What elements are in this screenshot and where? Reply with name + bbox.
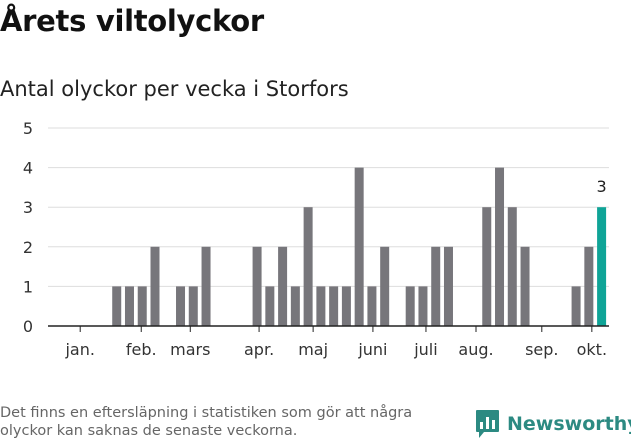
bar	[112, 286, 122, 326]
y-tick-label: 2	[23, 238, 33, 257]
bar	[380, 246, 390, 326]
x-tick-label: sep.	[525, 340, 558, 359]
x-tick-label: juni	[357, 340, 387, 359]
footnote: Det finns en eftersläpning i statistiken…	[0, 405, 413, 439]
bar	[354, 167, 364, 326]
bar	[201, 246, 211, 326]
bar	[405, 286, 415, 326]
x-tick-label: apr.	[244, 340, 274, 359]
bar	[188, 286, 198, 326]
x-tick-label: feb.	[126, 340, 157, 359]
bar	[137, 286, 147, 326]
brand-logo: Newsworthy	[475, 407, 631, 441]
chart-subtitle: Antal olyckor per vecka i Storfors	[0, 77, 349, 101]
bar	[150, 246, 160, 326]
bar	[176, 286, 186, 326]
bar	[520, 246, 530, 326]
bar	[431, 246, 441, 326]
bar	[278, 246, 288, 326]
highlight-bar	[597, 207, 607, 326]
bar	[482, 207, 492, 326]
bar	[303, 207, 313, 326]
bar	[367, 286, 377, 326]
x-tick-label: mars	[170, 340, 210, 359]
x-tick-label: jan.	[64, 340, 94, 359]
newsworthy-logo-icon	[476, 410, 499, 438]
bar	[316, 286, 326, 326]
bar	[495, 167, 505, 326]
bar	[329, 286, 339, 326]
y-tick-label: 5	[23, 119, 33, 138]
bar	[584, 246, 594, 326]
bar	[571, 286, 581, 326]
y-tick-label: 0	[23, 317, 33, 336]
bar	[507, 207, 517, 326]
bar	[265, 286, 275, 326]
bar	[341, 286, 351, 326]
brand-name: Newsworthy	[507, 413, 631, 435]
y-tick-label: 1	[23, 277, 33, 296]
y-tick-label: 3	[23, 198, 33, 217]
highlight-data-label: 3	[597, 177, 607, 196]
x-tick-label: okt.	[577, 340, 607, 359]
chart-title: Årets viltolyckor	[0, 4, 264, 38]
bar	[124, 286, 134, 326]
x-tick-label: aug.	[458, 340, 493, 359]
bar-chart: 0 1 2 3 4 5 3 jan. feb. mars apr. maj juni juli aug. se…	[23, 119, 609, 359]
bar	[290, 286, 300, 326]
y-tick-label: 4	[23, 159, 33, 178]
x-tick-label: maj	[298, 340, 328, 359]
x-tick-label: juli	[413, 340, 437, 359]
bar	[252, 246, 262, 326]
bar	[443, 246, 453, 326]
bar	[418, 286, 428, 326]
